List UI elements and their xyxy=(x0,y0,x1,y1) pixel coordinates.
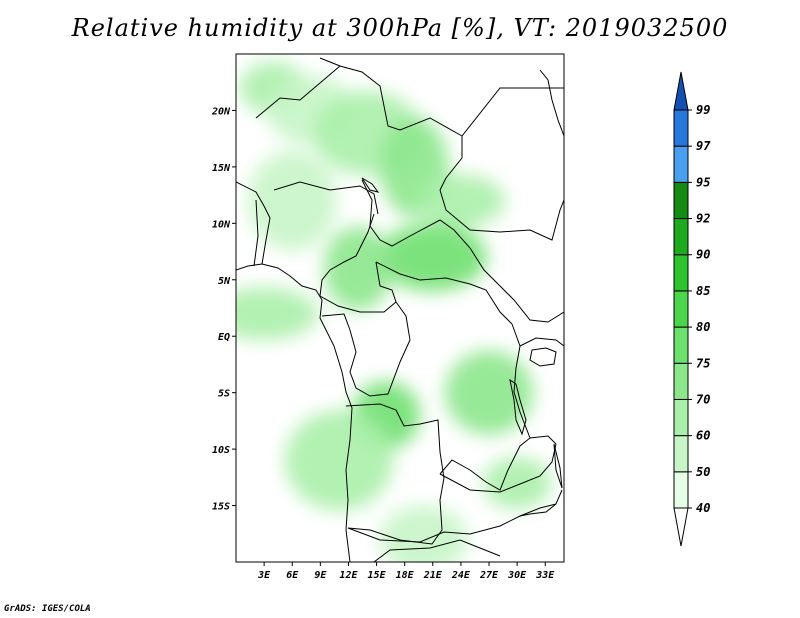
red-sea-coast xyxy=(539,69,564,137)
lon-tick-label: 30E xyxy=(507,570,527,581)
border-zambia-malawi xyxy=(529,435,557,445)
lon-tick-label: 33E xyxy=(535,570,555,581)
border-southern-africa xyxy=(373,539,501,562)
lon-tick-label: 15E xyxy=(368,570,387,581)
humidity-region xyxy=(416,174,505,227)
humidity-field xyxy=(236,61,552,562)
border-south xyxy=(347,503,557,543)
colorbar: 40 50 60 70 75 80 85 90 92 95 97 99 xyxy=(673,71,711,547)
border-mali-niger xyxy=(255,65,341,119)
border-south-sudan xyxy=(497,283,564,323)
lon-tick-label: 21E xyxy=(423,570,443,581)
lake-victoria xyxy=(529,347,557,367)
chart-title: Relative humidity at 300hPa [%], VT: 201… xyxy=(71,14,729,42)
latitude-axis: 20N 15N 10N 5N EQ 5S 10S 15S xyxy=(211,106,236,513)
colorbar-label: 97 xyxy=(696,139,711,153)
grads-credit: GrADS: IGES/COLA xyxy=(4,604,91,614)
colorbar-segment xyxy=(673,326,689,364)
humidity-region xyxy=(445,350,534,435)
lat-tick-label: 15N xyxy=(212,163,231,174)
border-mozambique xyxy=(519,489,563,517)
lake-chad xyxy=(361,177,380,193)
lon-tick-label: 3E xyxy=(257,570,271,581)
border-zambia xyxy=(439,443,557,493)
humidity-region xyxy=(285,410,394,511)
border-west-africa-inland xyxy=(236,181,271,265)
colorbar-label: 99 xyxy=(696,103,710,117)
lon-tick-label: 24E xyxy=(451,570,471,581)
lon-tick-label: 6E xyxy=(286,570,299,581)
border-car xyxy=(375,261,513,325)
colorbar-segment xyxy=(673,435,689,473)
lon-tick-label: 12E xyxy=(339,570,358,581)
colorbar-segment xyxy=(673,109,689,147)
border-nigeria-north xyxy=(273,181,379,215)
plot-area: 20N 15N 10N 5N EQ 5S 10S 15S 3E 6E 9E 12E 15E 18E 21E… xyxy=(211,53,565,581)
colorbar-segment xyxy=(673,362,689,400)
border-gabon-congo xyxy=(321,301,411,397)
lat-tick-label: 15S xyxy=(212,502,230,513)
colorbar-segment xyxy=(673,398,689,437)
lat-tick-label: 10N xyxy=(212,219,231,230)
border-benin-togo xyxy=(253,199,259,267)
plot-frame xyxy=(235,53,565,563)
border-sudan xyxy=(461,87,564,137)
longitude-axis: 3E 6E 9E 12E 15E 18E 21E 24E 27E 30E 33E xyxy=(257,562,555,581)
border-angola xyxy=(345,403,445,545)
coastline-west-africa xyxy=(236,263,353,562)
border-drc-east xyxy=(439,323,531,491)
colorbar-label: 92 xyxy=(696,212,710,226)
lat-tick-label: 10S xyxy=(212,445,230,456)
lat-tick-label: EQ xyxy=(218,332,230,343)
colorbar-label: 80 xyxy=(696,320,710,334)
colorbar-label: 95 xyxy=(696,175,710,189)
border-cameroon xyxy=(319,213,397,313)
humidity-region xyxy=(379,505,468,562)
colorbar-segment xyxy=(673,145,689,183)
border-chad xyxy=(361,179,499,285)
colorbar-label: 60 xyxy=(696,429,710,443)
humidity-blobs xyxy=(236,61,552,562)
lon-tick-label: 18E xyxy=(396,570,415,581)
lon-tick-label: 27E xyxy=(479,570,499,581)
colorbar-label: 90 xyxy=(696,248,710,262)
lake-malawi xyxy=(553,443,563,489)
colorbar-segment xyxy=(673,218,689,256)
lat-tick-label: 5N xyxy=(218,276,231,287)
humidity-region xyxy=(378,223,487,292)
colorbar-label: 50 xyxy=(696,465,710,479)
colorbar-segment xyxy=(673,254,689,292)
colorbar-label: 75 xyxy=(696,356,710,370)
humidity-region xyxy=(323,226,392,311)
colorbar-segment xyxy=(673,290,689,328)
country-borders xyxy=(236,57,564,562)
colorbar-label: 40 xyxy=(696,501,710,515)
colorbar-label: 70 xyxy=(696,392,710,406)
colorbar-label: 85 xyxy=(696,284,710,298)
humidity-region xyxy=(236,287,319,340)
colorbar-lower-triangle xyxy=(673,507,689,547)
border-sahara-north xyxy=(319,57,463,191)
colorbar-segment xyxy=(673,471,689,509)
border-uganda-kenya xyxy=(519,337,564,347)
humidity-region xyxy=(483,456,552,509)
colorbar-upper-triangle xyxy=(673,71,689,111)
lake-tanganyika xyxy=(509,378,527,436)
border-sudan-east xyxy=(439,189,564,241)
lat-tick-label: 20N xyxy=(211,106,231,117)
colorbar-segment xyxy=(673,181,689,220)
lat-tick-label: 5S xyxy=(218,389,230,400)
lon-tick-label: 9E xyxy=(314,570,327,581)
humidity-region xyxy=(248,150,337,251)
